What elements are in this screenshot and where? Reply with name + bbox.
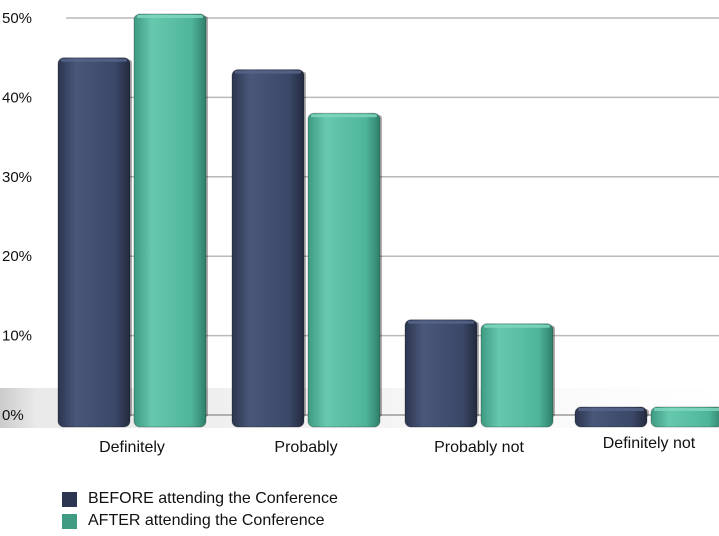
x-tick-label: Definitely not [603, 435, 696, 452]
bar-before [574, 406, 648, 428]
bar-after [480, 323, 554, 428]
bar-after [307, 112, 381, 428]
y-tick-label: 30% [2, 169, 32, 186]
bar-before [57, 57, 131, 428]
bar-highlight-before [578, 408, 644, 412]
legend-item-after: AFTER attending the Conference [62, 510, 338, 532]
legend-label-before: BEFORE attending the Conference [88, 490, 338, 507]
bars [57, 13, 719, 428]
legend-swatch-before [62, 491, 77, 507]
bar-highlight-before [235, 70, 301, 74]
bar-highlight-after [484, 324, 550, 328]
legend-swatch-after [62, 513, 77, 529]
y-tick-label: 10% [2, 328, 32, 345]
bar-chart: 0% 10% 20% 30% 40% 50% Definitely Probably Prob… [0, 10, 719, 456]
legend-label-after: AFTER attending the Conference [88, 512, 325, 529]
y-axis: 0% 10% 20% 30% 40% 50% [2, 10, 32, 424]
legend: BEFORE attending the Conference AFTER at… [62, 488, 338, 532]
y-tick-label: 0% [2, 407, 24, 424]
y-tick-label: 40% [2, 89, 32, 106]
x-tick-label: Definitely [99, 439, 165, 456]
x-tick-label: Probably not [434, 439, 524, 456]
bar-highlight-after [137, 15, 203, 19]
bar-before [404, 319, 478, 428]
x-axis: Definitely Probably Probably not Definitely… [99, 435, 696, 456]
bar-highlight-after [311, 114, 377, 118]
y-tick-label: 50% [2, 10, 32, 27]
bar-highlight-before [408, 320, 474, 324]
y-tick-label: 20% [2, 248, 32, 265]
bar-after [650, 406, 719, 428]
x-tick-label: Probably [274, 439, 337, 456]
bar-after [133, 13, 207, 428]
bar-highlight-after [654, 408, 719, 412]
bar-highlight-before [61, 58, 127, 62]
bar-before [231, 69, 305, 428]
legend-item-before: BEFORE attending the Conference [62, 488, 338, 510]
